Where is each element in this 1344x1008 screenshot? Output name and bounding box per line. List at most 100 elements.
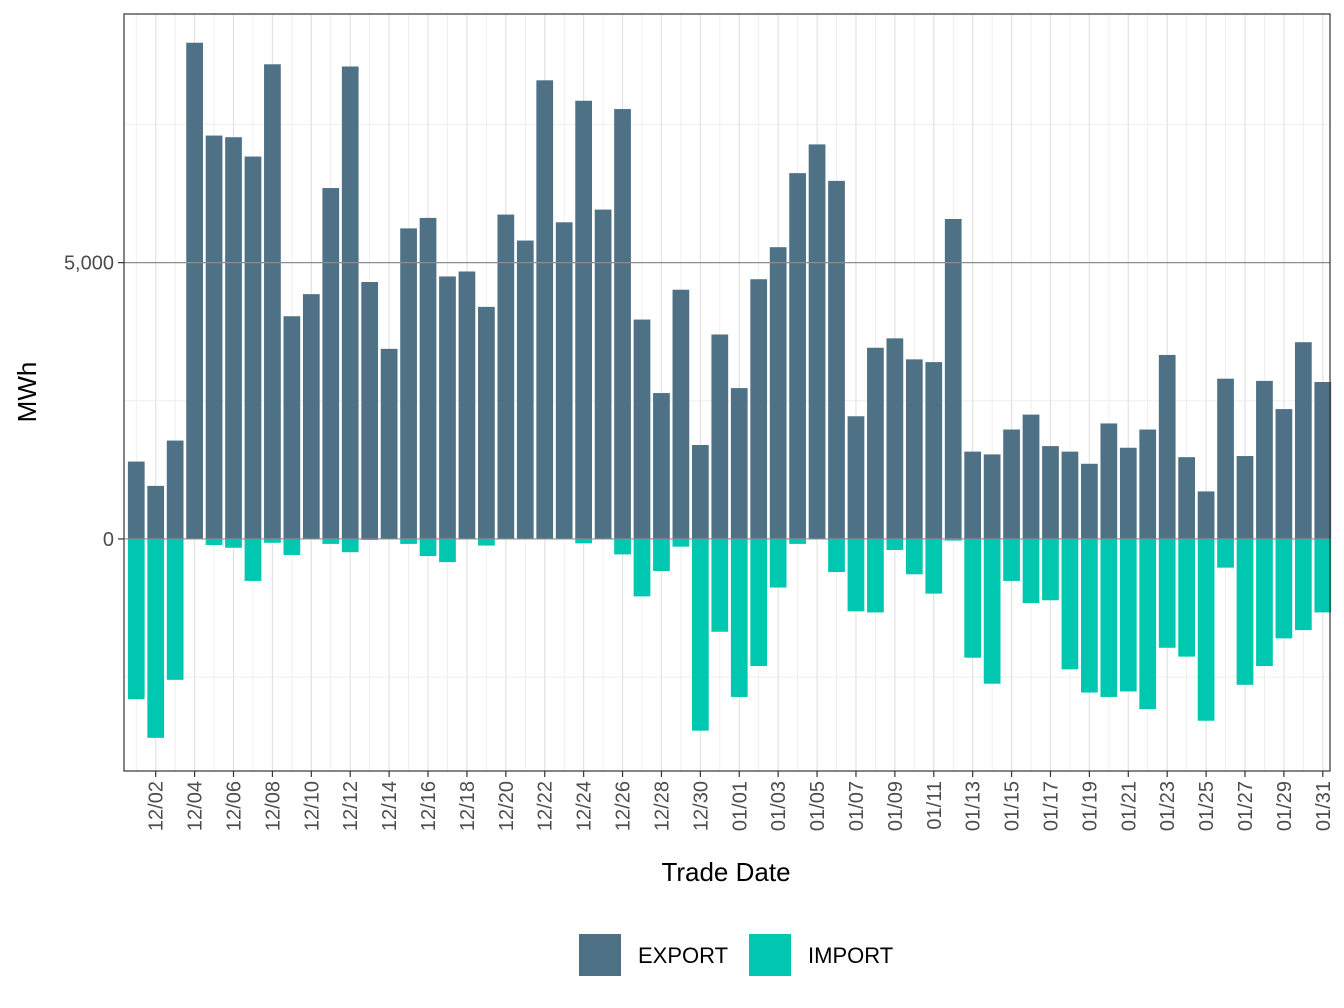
bar-export-12-14 xyxy=(380,348,398,539)
bar-import-01-03 xyxy=(769,538,787,588)
x-tick-label: 01/23 xyxy=(1157,781,1179,831)
bar-export-01-30 xyxy=(1294,342,1312,539)
bar-export-01-13 xyxy=(964,451,982,539)
bar-export-12-12 xyxy=(341,66,359,539)
bar-export-01-06 xyxy=(828,180,845,539)
bars xyxy=(124,42,1332,738)
x-tick-label: 01/31 xyxy=(1313,781,1335,831)
bar-export-01-10 xyxy=(905,359,923,539)
x-tick-label: 12/26 xyxy=(613,781,635,831)
x-tick-label: 01/27 xyxy=(1235,781,1257,831)
legend-swatch-export xyxy=(579,934,621,976)
plot-border xyxy=(123,13,1331,772)
bar-import-01-30 xyxy=(1294,538,1312,631)
bar-import-12-06 xyxy=(225,538,242,548)
bar-import-01-01 xyxy=(730,538,748,697)
x-tick-label: 01/29 xyxy=(1274,781,1296,831)
bar-import-12-11 xyxy=(322,538,340,544)
x-tick-label: 01/03 xyxy=(768,781,790,831)
bar-import-01-18 xyxy=(1061,538,1079,670)
bar-export-01-04 xyxy=(789,173,806,539)
x-tick-label: 01/01 xyxy=(729,781,751,831)
bar-export-12-23 xyxy=(555,222,573,539)
y-axis-title: MWh xyxy=(12,362,42,423)
x-tick-label: 01/05 xyxy=(807,781,829,831)
bar-export-12-21 xyxy=(516,240,534,539)
bar-import-01-02 xyxy=(750,538,768,667)
bar-import-01-07 xyxy=(847,538,865,612)
x-tick-label: 12/12 xyxy=(340,781,362,831)
bar-import-01-31 xyxy=(1314,538,1332,613)
x-tick-label: 01/09 xyxy=(885,781,907,831)
bar-import-12-09 xyxy=(283,538,301,555)
bar-import-01-11 xyxy=(925,538,943,594)
bar-export-01-27 xyxy=(1236,456,1254,539)
x-tick-label: 01/17 xyxy=(1040,781,1062,831)
x-tick-label: 01/13 xyxy=(963,781,985,831)
bar-import-12-05 xyxy=(205,538,223,546)
bar-import-12-17 xyxy=(439,538,456,563)
legend-label-import: IMPORT xyxy=(808,943,893,968)
bar-import-01-25 xyxy=(1197,538,1215,721)
x-tick-label: 12/16 xyxy=(418,781,440,831)
x-axis: 12/02 12/04 12/06 12/08 12/10 12/12 12/14 12/16… xyxy=(146,771,1335,831)
y-tick-label: 0 xyxy=(103,529,114,551)
bar-export-12-07 xyxy=(244,156,262,539)
bar-export-01-21 xyxy=(1119,447,1137,539)
bar-export-01-01 xyxy=(730,388,748,539)
bar-export-01-03 xyxy=(769,247,787,539)
bar-export-01-25 xyxy=(1197,491,1215,539)
bar-import-12-19 xyxy=(478,538,495,546)
bar-export-12-25 xyxy=(594,209,612,539)
bar-import-01-10 xyxy=(905,538,923,575)
bar-import-12-28 xyxy=(653,538,670,571)
bar-import-12-16 xyxy=(419,538,437,557)
bar-export-01-14 xyxy=(983,454,1001,539)
bar-export-12-24 xyxy=(575,100,593,539)
x-tick-label: 01/15 xyxy=(1002,781,1024,831)
bar-export-01-26 xyxy=(1217,378,1234,539)
bar-import-12-03 xyxy=(166,538,184,680)
bar-import-01-23 xyxy=(1158,538,1176,648)
bar-export-12-03 xyxy=(166,440,184,539)
bar-export-12-29 xyxy=(672,289,690,539)
bar-export-01-29 xyxy=(1275,409,1293,539)
bar-export-01-02 xyxy=(750,279,768,539)
bar-export-12-28 xyxy=(653,393,670,539)
bar-import-01-06 xyxy=(828,538,845,573)
bar-export-01-07 xyxy=(847,416,865,539)
bar-import-01-13 xyxy=(964,538,982,658)
bar-import-01-20 xyxy=(1100,538,1118,697)
bar-import-01-08 xyxy=(867,538,884,613)
bar-export-12-05 xyxy=(205,135,223,539)
bar-export-01-11 xyxy=(925,362,943,539)
bar-export-01-15 xyxy=(1003,429,1020,539)
bar-export-12-10 xyxy=(302,294,320,539)
bar-import-01-24 xyxy=(1178,538,1196,657)
bar-export-01-28 xyxy=(1256,380,1273,539)
bar-export-12-16 xyxy=(419,217,437,539)
x-tick-label: 12/14 xyxy=(379,781,401,831)
legend-swatch-import xyxy=(749,934,791,976)
bar-import-01-22 xyxy=(1139,538,1157,710)
bar-export-01-16 xyxy=(1022,414,1040,539)
bar-export-12-22 xyxy=(536,80,554,539)
bar-import-12-02 xyxy=(147,538,165,738)
bar-export-01-18 xyxy=(1061,451,1079,539)
bar-import-12-07 xyxy=(244,538,262,581)
bar-import-01-27 xyxy=(1236,538,1254,685)
bar-import-01-19 xyxy=(1081,538,1098,693)
bar-export-12-19 xyxy=(478,306,495,539)
bar-import-01-09 xyxy=(886,538,904,550)
bar-import-01-28 xyxy=(1256,538,1273,667)
bar-import-01-16 xyxy=(1022,538,1040,604)
x-tick-label: 12/24 xyxy=(574,781,596,831)
bar-export-12-17 xyxy=(439,276,456,539)
bar-import-12-30 xyxy=(691,538,709,731)
bar-export-12-02 xyxy=(147,485,165,539)
bar-export-01-08 xyxy=(867,347,884,539)
bar-export-01-22 xyxy=(1139,429,1157,539)
bar-export-12-31 xyxy=(711,334,729,539)
x-tick-label: 12/30 xyxy=(690,781,712,831)
x-tick-label: 01/11 xyxy=(924,781,946,830)
